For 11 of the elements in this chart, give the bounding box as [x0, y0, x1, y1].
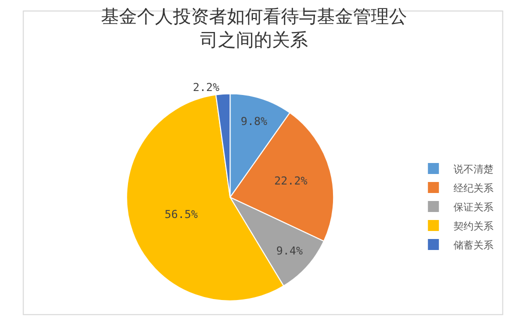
- legend-label: 契约关系: [453, 220, 494, 232]
- data-label: 22.2%: [274, 174, 308, 188]
- data-label: 9.8%: [240, 115, 268, 128]
- data-label: 56.5%: [164, 208, 198, 222]
- data-label: 9.4%: [276, 244, 304, 258]
- chart-title: 基金个人投资者如何看待与基金管理公司之间的关系: [101, 6, 407, 51]
- legend-label: 经纪关系: [453, 182, 494, 194]
- legend-label: 说不清楚: [453, 163, 494, 176]
- data-label: 2.2%: [192, 81, 220, 94]
- legend-label: 储蓄关系: [453, 239, 494, 252]
- legend-label: 保证关系: [453, 201, 494, 214]
